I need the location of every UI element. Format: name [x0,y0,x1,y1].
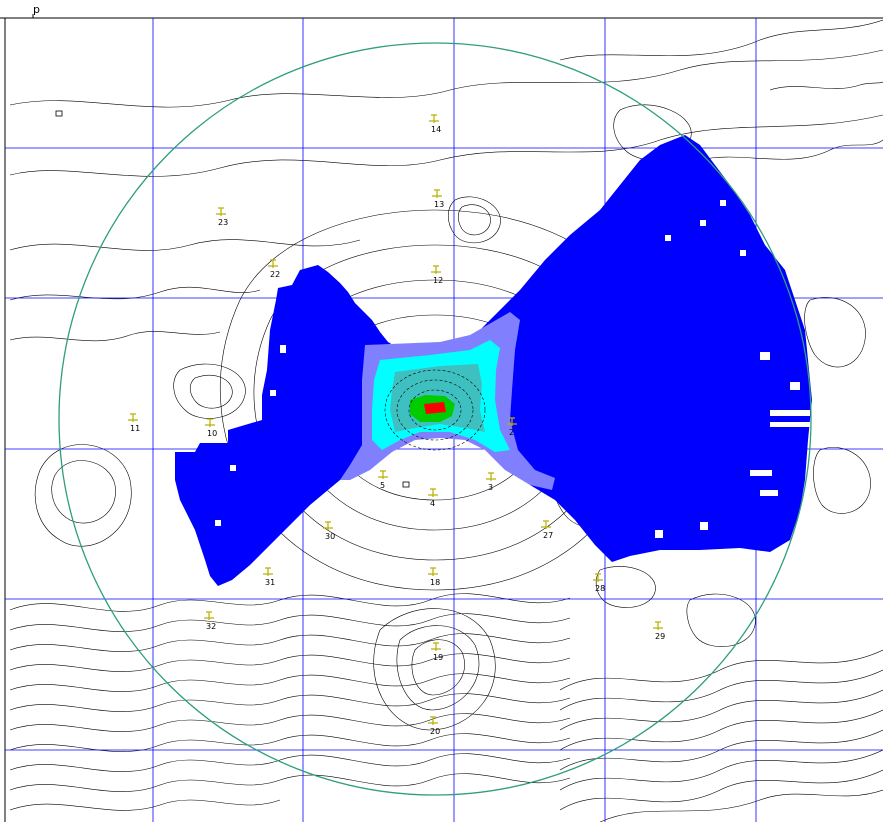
antenna-icon [653,621,663,630]
station-marker[interactable]: 31 [263,567,275,587]
station-marker[interactable]: 13 [432,189,444,209]
antenna-icon [428,488,438,497]
station-label: 20 [430,727,440,736]
core-contours [384,369,486,451]
station-label: 12 [433,276,443,285]
station-label: 19 [433,653,443,662]
antenna-icon [128,413,138,422]
antenna-icon [432,189,442,198]
station-marker[interactable]: 3 [486,472,496,492]
station-marker[interactable]: 10 [205,418,217,438]
antenna-icon [431,642,441,651]
antenna-icon [429,114,439,123]
antenna-icon [431,265,441,274]
station-label: 31 [265,578,275,587]
antenna-icon [216,207,226,216]
antenna-icon [593,573,603,582]
range-ring [58,42,812,796]
station-marker[interactable]: 27 [541,520,553,540]
top-tick-label: p [33,3,40,16]
station-label: 14 [431,125,441,134]
antenna-icon [428,716,438,725]
antenna-icon [205,418,215,427]
station-marker[interactable]: 20 [428,716,440,736]
station-label: 22 [270,270,280,279]
station-marker[interactable]: 22 [268,259,280,279]
antenna-icon [541,520,551,529]
station-label: 13 [434,200,444,209]
station-label: 29 [655,632,665,641]
station-marker[interactable]: 4 [428,488,438,508]
station-label: 11 [130,424,140,433]
antenna-icon [428,567,438,576]
station-marker[interactable]: 5 [378,470,388,490]
antenna-icon [486,472,496,481]
antenna-icon [268,259,278,268]
station-label: 27 [543,531,553,540]
antenna-icon [323,521,333,530]
station-label: 32 [206,622,216,631]
station-marker[interactable]: 12 [431,265,443,285]
square-markers [55,110,410,488]
station-label: 10 [207,429,217,438]
station-marker[interactable]: 30 [323,521,335,541]
antenna-icon [263,567,273,576]
station-label: 23 [218,218,228,227]
antenna-icon [204,611,214,620]
coverage-core-red [424,402,446,414]
station-label: 28 [595,584,605,593]
antenna-icon [378,470,388,479]
station-marker[interactable]: 29 [653,621,665,641]
station-label: 2 [509,428,514,437]
station-marker[interactable]: 28 [593,573,605,593]
station-label: 5 [380,481,385,490]
station-marker[interactable]: 32 [204,611,216,631]
coverage-gaps [215,200,810,538]
station-marker[interactable]: 14 [429,114,441,134]
coverage-area [175,135,812,586]
station-marker[interactable]: 19 [431,642,443,662]
station-marker[interactable]: 18 [428,567,440,587]
antenna-icon [507,417,517,426]
station-marker[interactable]: 11 [128,413,140,433]
station-label: 3 [488,483,493,492]
coverage-east-lobe [440,135,812,562]
station-marker[interactable]: 23 [216,207,228,227]
station-label: 18 [430,578,440,587]
station-label: 4 [430,499,435,508]
station-label: 30 [325,532,335,541]
station-marker[interactable]: 2 [507,417,517,437]
